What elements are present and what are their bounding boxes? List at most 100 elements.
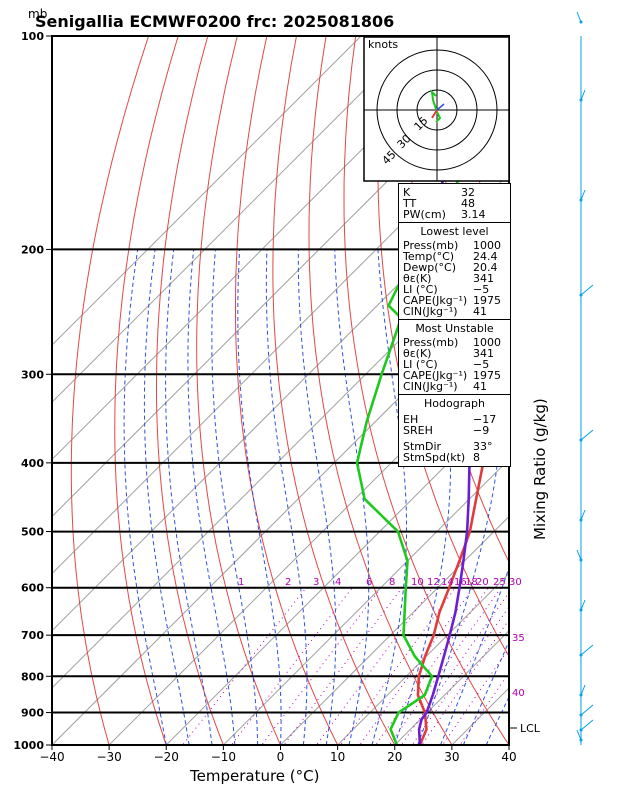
hodograph-section: Hodograph EH −17 SREH −9 StmDir 33° StmSpd(… bbox=[399, 394, 510, 466]
moist-adiabat-line bbox=[265, 249, 308, 745]
x-tick-label: 40 bbox=[501, 750, 516, 764]
dry-adiabat-line bbox=[377, 36, 509, 658]
mixing-ratio-label: 20 bbox=[476, 577, 489, 588]
lcl-label: LCL bbox=[520, 722, 541, 735]
mixing-ratio-line bbox=[421, 619, 509, 745]
index-row: LI (°C) −5 bbox=[403, 283, 490, 296]
mixing-ratio-label: 2 bbox=[285, 577, 291, 588]
mixing-ratio-label: 12 bbox=[427, 577, 440, 588]
pressure-tick-label: 400 bbox=[21, 457, 44, 470]
indices-panel: K 32 TT 48 PW(cm) 3.14 Lowest level Press(m… bbox=[398, 183, 511, 467]
hodograph-title: Hodograph bbox=[424, 397, 485, 410]
pressure-tick-label: 1000 bbox=[13, 739, 44, 752]
indices-top: K 32 TT 48 PW(cm) 3.14 bbox=[399, 184, 510, 222]
dry-adiabat-line bbox=[533, 36, 618, 760]
wind-barb bbox=[580, 189, 586, 201]
index-row: θε(K) 341 bbox=[403, 272, 494, 285]
moist-adiabat-line bbox=[508, 743, 509, 745]
pressure-tick-label: 200 bbox=[21, 243, 44, 256]
wind-barb bbox=[580, 644, 594, 656]
chart-title: Senigallia ECMWF0200 frc: 2025081806 bbox=[35, 12, 394, 31]
wind-barb bbox=[576, 729, 582, 741]
wind-barb bbox=[580, 684, 586, 696]
index-row: EH −17 bbox=[403, 413, 497, 426]
index-row: CAPE(Jkg⁻¹) 1975 bbox=[403, 369, 501, 382]
background-lines bbox=[52, 36, 618, 760]
wind-barb bbox=[580, 719, 594, 731]
pressure-tick-label: 700 bbox=[21, 629, 44, 642]
dry-adiabat-line bbox=[70, 36, 150, 745]
index-row: SREH −9 bbox=[403, 424, 490, 437]
mixing-ratio-label: 10 bbox=[411, 577, 424, 588]
index-row: StmSpd(kt) 8 bbox=[403, 451, 480, 464]
mixing-ratio-label: 4 bbox=[335, 577, 341, 588]
moist-adiabat-line bbox=[165, 249, 213, 745]
dry-adiabat-line bbox=[272, 36, 396, 745]
isotherm-line bbox=[108, 344, 509, 745]
wind-barb bbox=[580, 704, 594, 716]
x-tick-labels: −40 −30 −20 −10 0 10 20 30 40 bbox=[39, 745, 517, 764]
moist-adiabat-line bbox=[237, 249, 282, 745]
mixing-ratio-line bbox=[374, 587, 489, 745]
isotherm-line bbox=[52, 230, 509, 689]
isotherm-line bbox=[52, 36, 476, 461]
x-tick-label: −20 bbox=[154, 750, 179, 764]
dry-adiabat-line bbox=[592, 36, 618, 760]
moist-adiabat-line bbox=[211, 249, 259, 745]
lowest-level-title: Lowest level bbox=[420, 225, 489, 238]
isotherm-line bbox=[52, 173, 509, 632]
index-row: K 32 bbox=[403, 186, 475, 199]
moist-adiabat-line bbox=[123, 249, 167, 745]
hodograph: knots 15 30 45 bbox=[363, 36, 510, 182]
isotherm-line bbox=[222, 458, 509, 745]
x-axis-label: Temperature (°C) bbox=[189, 767, 319, 785]
most-unstable-section: Most Unstable Press(mb) 1000 θε(K) 341 LI … bbox=[399, 319, 510, 394]
pressure-tick-labels: 1000 900 800 700 600 500 400 300 200 100 bbox=[13, 30, 44, 752]
index-row: CIN(Jkg⁻¹) 41 bbox=[403, 380, 487, 393]
index-row: StmDir 33° bbox=[403, 440, 493, 453]
isotherm-line bbox=[165, 401, 509, 745]
mixing-ratio-label: 1 bbox=[238, 577, 244, 588]
wind-barb bbox=[576, 549, 582, 561]
wind-barb bbox=[580, 509, 586, 521]
dry-adiabat-line bbox=[156, 36, 224, 745]
hodograph-unit: knots bbox=[368, 38, 398, 51]
wind-barb bbox=[580, 89, 586, 101]
mixing-ratio-line bbox=[182, 587, 307, 745]
isotherm-line bbox=[279, 515, 509, 745]
pressure-tick-label: 900 bbox=[21, 707, 44, 720]
mixing-ratio-axis-label: Mixing Ratio (g/kg) bbox=[531, 398, 549, 540]
index-row: θε(K) 341 bbox=[403, 347, 494, 360]
mixing-ratio-line bbox=[283, 587, 403, 745]
mixing-ratio-line bbox=[261, 587, 382, 745]
mixing-ratio-label: 16 bbox=[454, 577, 467, 588]
dry-adiabat-line bbox=[196, 36, 282, 745]
theta-e-labels: 35 40 bbox=[512, 633, 525, 699]
index-row: TT 48 bbox=[403, 197, 475, 210]
isotherm-line bbox=[508, 744, 509, 745]
index-row: CIN(Jkg⁻¹) 41 bbox=[403, 305, 487, 318]
pressure-tick-label: 100 bbox=[21, 30, 44, 43]
x-tick-label: −10 bbox=[211, 750, 236, 764]
moist-adiabat-line bbox=[334, 249, 370, 745]
x-tick-label: 10 bbox=[330, 750, 345, 764]
mixing-ratio-label: 3 bbox=[313, 577, 319, 588]
x-tick-label: −40 bbox=[39, 750, 64, 764]
x-tick-label: 30 bbox=[444, 750, 459, 764]
pressure-tick-label: 300 bbox=[21, 368, 44, 381]
isotherm-line bbox=[52, 36, 362, 346]
index-row: Press(mb) 1000 bbox=[403, 336, 501, 349]
moist-adiabat-line bbox=[143, 249, 190, 745]
isotherm-line bbox=[52, 36, 419, 403]
wind-barb bbox=[576, 11, 582, 23]
x-tick-label: 20 bbox=[387, 750, 402, 764]
dry-adiabat-line bbox=[503, 36, 509, 149]
dry-adiabat-line bbox=[563, 36, 618, 760]
wind-barb bbox=[580, 429, 594, 441]
x-tick-label: 0 bbox=[277, 750, 285, 764]
pressure-tick-label: 600 bbox=[21, 582, 44, 595]
dry-adiabat-line bbox=[235, 36, 339, 745]
mixing-ratio-label: 30 bbox=[509, 577, 522, 588]
index-row: Temp(°C) 24.4 bbox=[403, 250, 498, 263]
